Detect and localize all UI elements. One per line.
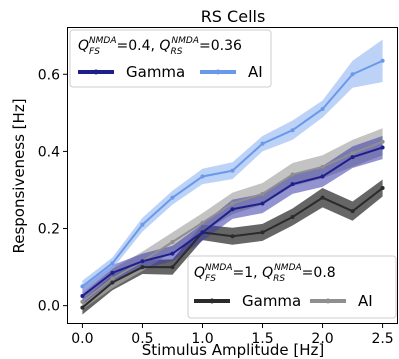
q-superscript-nmda: NMDA bbox=[205, 263, 233, 273]
y-tick-label: 0.6 bbox=[38, 67, 60, 83]
data-point bbox=[260, 201, 265, 206]
error-band bbox=[82, 39, 383, 293]
data-point bbox=[380, 186, 385, 191]
x-tick-label: 2.5 bbox=[371, 331, 393, 347]
data-point bbox=[260, 191, 265, 196]
data-point bbox=[170, 251, 175, 256]
error-band bbox=[82, 179, 383, 315]
data-point bbox=[110, 261, 115, 266]
data-point bbox=[110, 270, 115, 275]
data-point bbox=[320, 195, 325, 200]
data-point bbox=[110, 276, 115, 281]
legend-q-fs-value: 1 bbox=[244, 265, 253, 281]
x-tick-label: 2.0 bbox=[311, 331, 333, 347]
q-subscript-rs: RS bbox=[170, 47, 182, 57]
legend-swatch-marker bbox=[215, 69, 221, 75]
q-superscript-nmda: NMDA bbox=[274, 263, 302, 273]
data-point bbox=[230, 207, 235, 212]
legend-entry-label: AI bbox=[248, 63, 263, 81]
data-point bbox=[230, 168, 235, 173]
legend-swatch-marker bbox=[93, 69, 99, 75]
x-tick-label: 0.0 bbox=[71, 331, 93, 347]
x-tick-label: 1.5 bbox=[251, 331, 273, 347]
error-band bbox=[82, 135, 383, 305]
q-subscript-fs: FS bbox=[89, 47, 100, 57]
legend-top-left: QFSNMDA=0.4, QRSNMDA=0.36 Gamma AI bbox=[69, 29, 272, 88]
data-point bbox=[320, 106, 325, 111]
data-point bbox=[170, 195, 175, 200]
data-point bbox=[110, 280, 115, 285]
q-superscript-nmda: NMDA bbox=[89, 36, 117, 46]
data-point bbox=[320, 174, 325, 179]
chart-title: RS Cells bbox=[201, 7, 266, 26]
legend-q-rs-value: 0.8 bbox=[313, 265, 335, 281]
legend-entry-label: AI bbox=[358, 292, 373, 310]
y-tick-label: 0.2 bbox=[38, 222, 60, 238]
data-point bbox=[380, 139, 385, 144]
x-axis-ticks: 0.0 0.5 1.0 1.5 2.0 2.5 bbox=[71, 323, 394, 347]
legend-bottom-right: QFSNMDA=1, QRSNMDA=0.8 Gamma AI bbox=[187, 255, 397, 319]
data-point bbox=[350, 209, 355, 214]
plot-area-frame bbox=[67, 27, 398, 324]
data-point bbox=[350, 72, 355, 77]
data-point bbox=[290, 128, 295, 133]
data-point bbox=[380, 58, 385, 63]
legend-swatch-marker bbox=[325, 298, 331, 304]
legend-params: QFSNMDA=1, QRSNMDA=0.8 bbox=[194, 263, 336, 284]
data-point bbox=[200, 230, 205, 235]
legend-entry-label: Gamma bbox=[126, 63, 185, 81]
legend-swatch-marker bbox=[209, 298, 215, 304]
y-tick-label: 0.0 bbox=[38, 299, 60, 315]
data-point bbox=[200, 174, 205, 179]
x-axis-label: Stimulus Amplitude [Hz] bbox=[142, 341, 324, 359]
data-point bbox=[200, 220, 205, 225]
legend-entry-label: Gamma bbox=[242, 292, 301, 310]
data-point bbox=[80, 284, 85, 289]
data-point bbox=[140, 259, 145, 264]
y-axis-label: Responsiveness [Hz] bbox=[10, 98, 28, 253]
data-point bbox=[320, 164, 325, 169]
q-subscript-rs: RS bbox=[273, 274, 285, 284]
legend-q-fs-value: 0.4 bbox=[128, 38, 150, 54]
data-point bbox=[290, 172, 295, 177]
data-point bbox=[290, 214, 295, 219]
legend-params: QFSNMDA=0.4, QRSNMDA=0.36 bbox=[78, 36, 242, 57]
data-point bbox=[350, 155, 355, 160]
data-point bbox=[170, 240, 175, 245]
q-superscript-nmda: NMDA bbox=[171, 36, 199, 46]
data-point bbox=[260, 230, 265, 235]
data-point bbox=[350, 151, 355, 156]
error-bands bbox=[82, 39, 383, 315]
data-point bbox=[140, 222, 145, 227]
data-point bbox=[170, 265, 175, 270]
data-point bbox=[140, 265, 145, 270]
data-point bbox=[230, 234, 235, 239]
legend-q-rs-value: 0.36 bbox=[211, 38, 242, 54]
series-points bbox=[80, 58, 385, 310]
data-point bbox=[80, 294, 85, 299]
x-tick-label: 0.5 bbox=[131, 331, 153, 347]
data-point bbox=[290, 182, 295, 187]
y-axis-ticks: 0.0 0.2 0.4 0.6 bbox=[38, 67, 68, 315]
x-tick-label: 1.0 bbox=[191, 331, 213, 347]
data-point bbox=[80, 305, 85, 310]
data-point bbox=[80, 299, 85, 304]
y-tick-label: 0.4 bbox=[38, 144, 60, 160]
q-subscript-fs: FS bbox=[205, 274, 216, 284]
data-point bbox=[230, 201, 235, 206]
data-point bbox=[380, 145, 385, 150]
data-point bbox=[260, 141, 265, 146]
